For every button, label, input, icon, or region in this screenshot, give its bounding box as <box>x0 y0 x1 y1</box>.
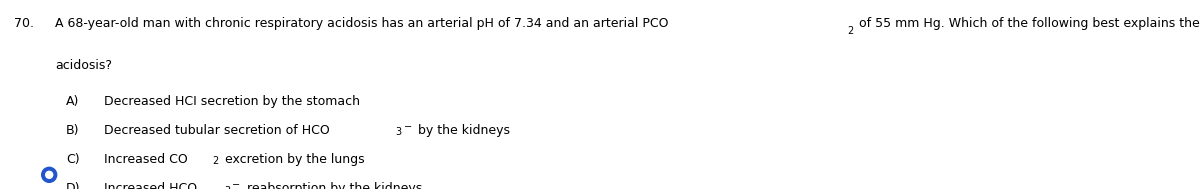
Text: C): C) <box>66 153 79 166</box>
Text: Decreased tubular secretion of HCO: Decreased tubular secretion of HCO <box>104 124 330 137</box>
Text: A): A) <box>66 94 79 108</box>
Text: excretion by the lungs: excretion by the lungs <box>221 153 364 166</box>
Text: B): B) <box>66 124 79 137</box>
Text: acidosis?: acidosis? <box>55 59 113 72</box>
Text: by the kidneys: by the kidneys <box>414 124 510 137</box>
Text: 2: 2 <box>847 26 853 36</box>
Text: 2: 2 <box>212 156 218 167</box>
Text: Increased CO: Increased CO <box>104 153 188 166</box>
Text: Decreased HCI secretion by the stomach: Decreased HCI secretion by the stomach <box>104 94 360 108</box>
Text: 70.: 70. <box>14 17 35 30</box>
Text: 3: 3 <box>396 127 402 137</box>
Text: Increased HCO: Increased HCO <box>104 182 198 189</box>
Text: −: − <box>233 180 240 189</box>
Ellipse shape <box>46 171 53 178</box>
Text: 3: 3 <box>224 186 230 189</box>
Text: −: − <box>403 122 412 132</box>
Text: of 55 mm Hg. Which of the following best explains the compensatory response to t: of 55 mm Hg. Which of the following best… <box>854 17 1200 30</box>
Text: A 68-year-old man with chronic respiratory acidosis has an arterial pH of 7.34 a: A 68-year-old man with chronic respirato… <box>55 17 668 30</box>
Text: reabsorption by the kidneys: reabsorption by the kidneys <box>242 182 422 189</box>
Ellipse shape <box>42 167 56 182</box>
Text: D): D) <box>66 182 80 189</box>
